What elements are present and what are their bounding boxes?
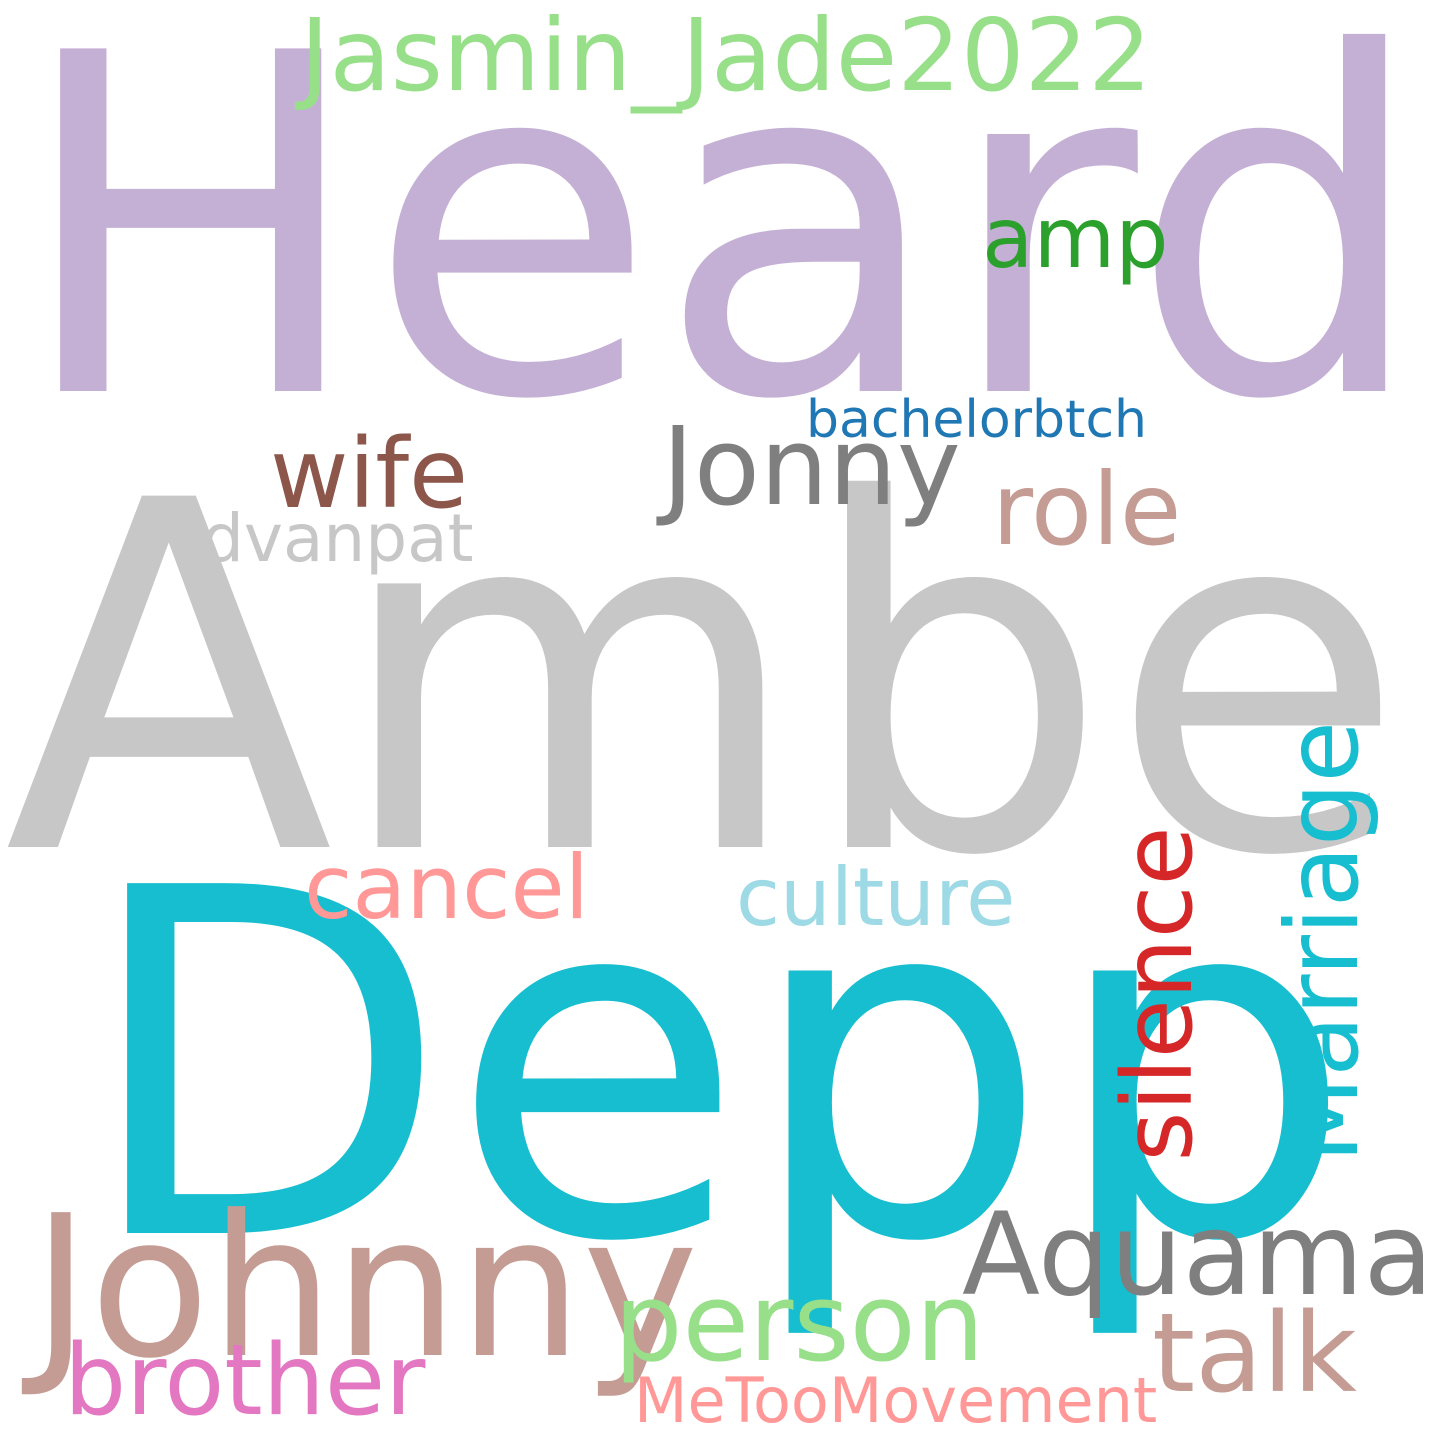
word-depp: Depp: [80, 788, 1355, 1347]
word-role: role: [992, 451, 1182, 568]
word-person: person: [614, 1261, 985, 1386]
word-johnny: Johnny: [32, 1174, 699, 1402]
word-jasmin-jade2022: Jasmin_Jade2022: [300, 0, 1152, 114]
word-heard: Heard: [14, 0, 1428, 502]
word-aquaman: Aquaman: [962, 1188, 1440, 1321]
word-cancel: cancel: [304, 836, 590, 939]
word-amp: amp: [982, 189, 1169, 287]
word-silence: silence: [1102, 826, 1214, 1162]
word-brother: brother: [64, 1324, 426, 1438]
word-amber: Amber: [4, 400, 1440, 961]
word-jonny: Jonny: [662, 405, 961, 530]
word-culture: culture: [736, 851, 1016, 944]
word-dvanpat: dvanpat: [202, 500, 474, 577]
word-metoomovement: MeTooMovement: [634, 1364, 1158, 1437]
word-wife: wife: [270, 418, 469, 530]
word-marriage: Marriage: [1264, 720, 1381, 1164]
word-bachelorbtch: bachelorbtch: [806, 390, 1147, 450]
word-talk: talk: [1152, 1289, 1357, 1417]
